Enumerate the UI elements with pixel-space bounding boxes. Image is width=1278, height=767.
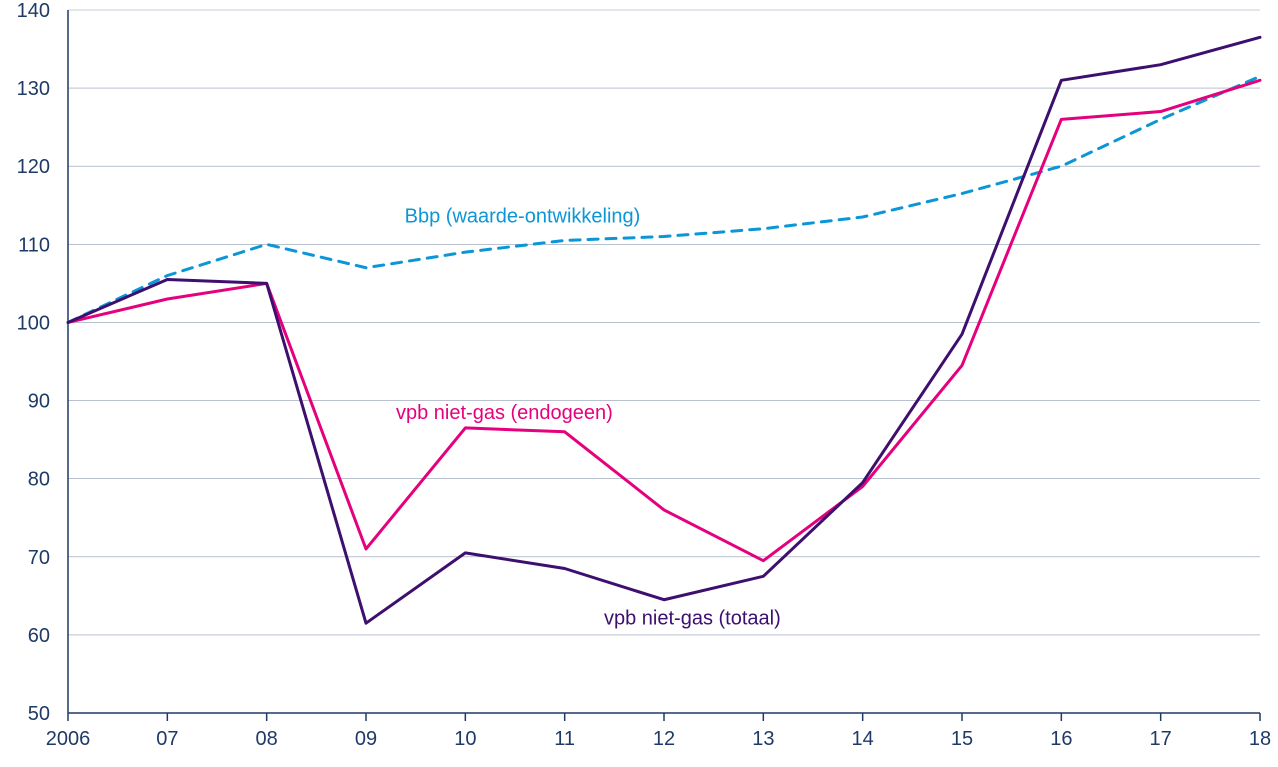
x-tick-label: 11 [554, 728, 575, 750]
x-tick-label: 13 [752, 728, 774, 750]
line-chart: 50 60 70 80 90 100 110 120 130 140 2006 07 08 09 10 11 1… [0, 0, 1278, 767]
x-tick-label: 14 [852, 728, 874, 750]
y-tick-label: 80 [28, 469, 50, 491]
x-tick-label: 2006 [46, 728, 91, 750]
x-tick-label: 08 [256, 728, 278, 750]
series-label-vpb_totaal: vpb niet-gas (totaal) [604, 608, 781, 630]
x-tick-label: 15 [951, 728, 973, 750]
y-tick-label: 60 [28, 625, 50, 647]
y-tick-label: 130 [17, 78, 50, 100]
x-tick-label: 18 [1249, 728, 1271, 750]
x-tick-label: 07 [156, 728, 178, 750]
y-tick-label: 100 [17, 312, 50, 334]
y-tick-label: 140 [17, 0, 50, 22]
y-tick-label: 120 [17, 156, 50, 178]
y-tick-label: 90 [28, 391, 50, 413]
series-label-vpb_endogeen: vpb niet-gas (endogeen) [396, 402, 613, 424]
x-tick-label: 09 [355, 728, 377, 750]
y-tick-label: 70 [28, 547, 50, 569]
y-tick-label: 110 [18, 234, 50, 256]
series-label-bbp: Bbp (waarde-ontwikkeling) [405, 205, 641, 227]
x-tick-label: 17 [1150, 728, 1172, 750]
x-tick-label: 10 [454, 728, 476, 750]
x-tick-label: 12 [653, 728, 675, 750]
x-tick-label: 16 [1050, 728, 1072, 750]
y-tick-label: 50 [28, 703, 50, 725]
